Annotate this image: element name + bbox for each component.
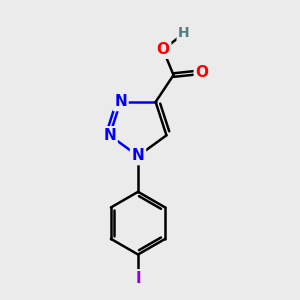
Text: N: N <box>114 94 127 110</box>
Text: O: O <box>157 42 169 57</box>
Text: N: N <box>132 148 144 164</box>
Text: O: O <box>195 64 208 80</box>
Text: H: H <box>178 26 190 40</box>
Text: N: N <box>103 128 116 143</box>
Text: I: I <box>135 271 141 286</box>
